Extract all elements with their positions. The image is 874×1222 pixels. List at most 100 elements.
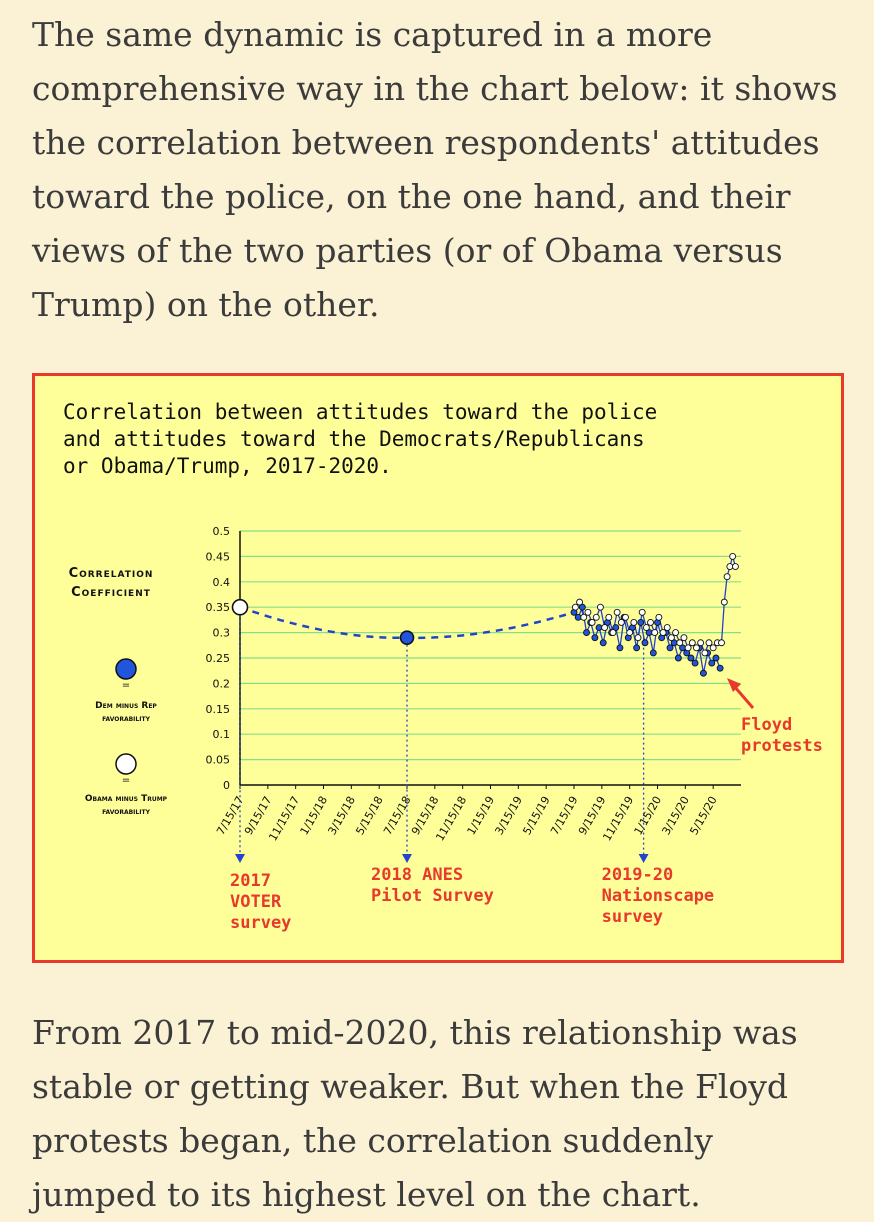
data-point	[667, 634, 675, 642]
data-point	[630, 618, 638, 626]
data-point	[601, 624, 609, 631]
chart-title-line-1: Correlation between attitudes toward the…	[63, 400, 657, 424]
data-point	[574, 613, 582, 621]
survey-drop-lines	[235, 615, 649, 863]
data-point	[599, 639, 607, 647]
data-point	[596, 603, 604, 611]
data-point	[693, 644, 700, 652]
data-point	[655, 613, 663, 621]
y-tick-label: 0.1	[213, 728, 231, 741]
data-point	[612, 624, 620, 631]
data-point	[684, 644, 692, 652]
floyd-arrow-head	[727, 678, 741, 692]
y-tick-label: 0.35	[206, 601, 231, 614]
data-point	[609, 629, 617, 637]
data-point	[633, 644, 641, 652]
data-point	[634, 634, 642, 642]
y-tick-label: 0	[223, 779, 230, 792]
legend: = Dem minus Rep favorability = Obama min…	[85, 658, 168, 817]
data-point	[622, 613, 629, 621]
y-ticks: 0 0.05 0.1 0.15 0.2 0.25 0.3 0.35 0.4 0.45 0.5	[206, 525, 231, 792]
chart-title: Correlation between attitudes toward the…	[63, 400, 657, 478]
data-point	[672, 629, 680, 637]
data-point	[592, 613, 600, 621]
legend-obama-trump-line-2: favorability	[102, 807, 151, 817]
data-point	[591, 634, 599, 642]
legend-dem-rep-line-1: Dem minus Rep	[95, 701, 157, 711]
data-point	[651, 629, 659, 637]
y-tick-label: 0.45	[206, 550, 231, 563]
data-point	[716, 664, 724, 672]
y-tick-label: 0.4	[213, 576, 231, 589]
data-point	[659, 629, 667, 637]
y-tick-label: 0.15	[206, 703, 231, 716]
data-point	[638, 608, 646, 616]
data-point	[729, 552, 737, 560]
annotation-text: Pilot Survey	[371, 886, 494, 906]
y-axis-label-line-1: Correlation	[69, 566, 154, 581]
annotation-text: Nationscape	[602, 886, 715, 906]
legend-dem-rep-line-2: favorability	[102, 714, 151, 724]
data-point	[731, 563, 739, 571]
data-point	[691, 659, 699, 667]
y-tick-label: 0.5	[213, 525, 231, 538]
annotation-text: Floyd	[741, 715, 792, 735]
annotation-text: 2018 ANES	[371, 865, 463, 885]
annotation-text: 2017	[230, 871, 271, 891]
data-point	[663, 624, 671, 631]
annotation-text: VOTER	[230, 892, 282, 912]
data-point	[576, 598, 584, 606]
chart-container: Correlation between attitudes toward the…	[32, 373, 844, 963]
data-point	[613, 608, 621, 616]
data-point	[616, 644, 624, 652]
data-point	[649, 649, 657, 657]
y-axis-label-line-2: Coefficient	[71, 585, 151, 600]
data-point	[726, 563, 734, 571]
data-point	[723, 573, 731, 581]
correlation-chart: Correlation between attitudes toward the…	[63, 400, 823, 933]
legend-dem-rep-marker	[115, 658, 137, 680]
y-tick-label: 0.2	[213, 677, 231, 690]
conclusion-paragraph: From 2017 to mid-2020, this relationship…	[32, 1013, 798, 1214]
data-point	[705, 639, 713, 647]
data-point	[595, 624, 603, 631]
y-tick-label: 0.3	[213, 627, 231, 640]
data-point	[580, 613, 588, 621]
chart-title-line-2: and attitudes toward the Democrats/Repub…	[63, 427, 645, 451]
intro-paragraph: The same dynamic is captured in a more c…	[32, 15, 838, 324]
data-point	[637, 618, 645, 626]
data-point	[626, 629, 634, 637]
y-tick-label: 0.25	[206, 652, 231, 665]
data-point	[642, 624, 650, 631]
data-point	[709, 644, 717, 652]
data-point	[588, 618, 596, 626]
annotation-text: survey	[230, 913, 291, 933]
grid	[239, 530, 741, 786]
legend-equals-2: =	[122, 775, 130, 786]
data-point	[688, 639, 696, 647]
data-point	[699, 669, 707, 677]
floyd-arrow-line	[732, 685, 755, 709]
data-point	[687, 654, 695, 662]
chart-title-line-3: or Obama/Trump, 2017-2020.	[63, 454, 392, 478]
data-point	[617, 618, 625, 626]
data-point	[712, 654, 720, 662]
data-point	[666, 644, 674, 652]
data-point	[718, 639, 725, 647]
y-tick-label: 0.05	[206, 754, 231, 767]
data-point	[605, 613, 613, 621]
drop-arrow	[402, 854, 412, 863]
data-point	[708, 659, 716, 667]
annotation-text: survey	[602, 907, 663, 927]
legend-obama-trump-marker	[115, 753, 137, 775]
drop-arrow	[235, 854, 245, 863]
y-axis-label: Correlation Coefficient	[69, 566, 154, 600]
annotation-text: 2019-20	[602, 865, 674, 885]
drop-arrow	[638, 854, 649, 863]
x-tick-label: 5/15/20	[687, 794, 719, 837]
data-point	[583, 629, 590, 637]
data-point	[680, 634, 688, 642]
annotation-text: protests	[741, 736, 823, 756]
data-point	[641, 639, 649, 647]
